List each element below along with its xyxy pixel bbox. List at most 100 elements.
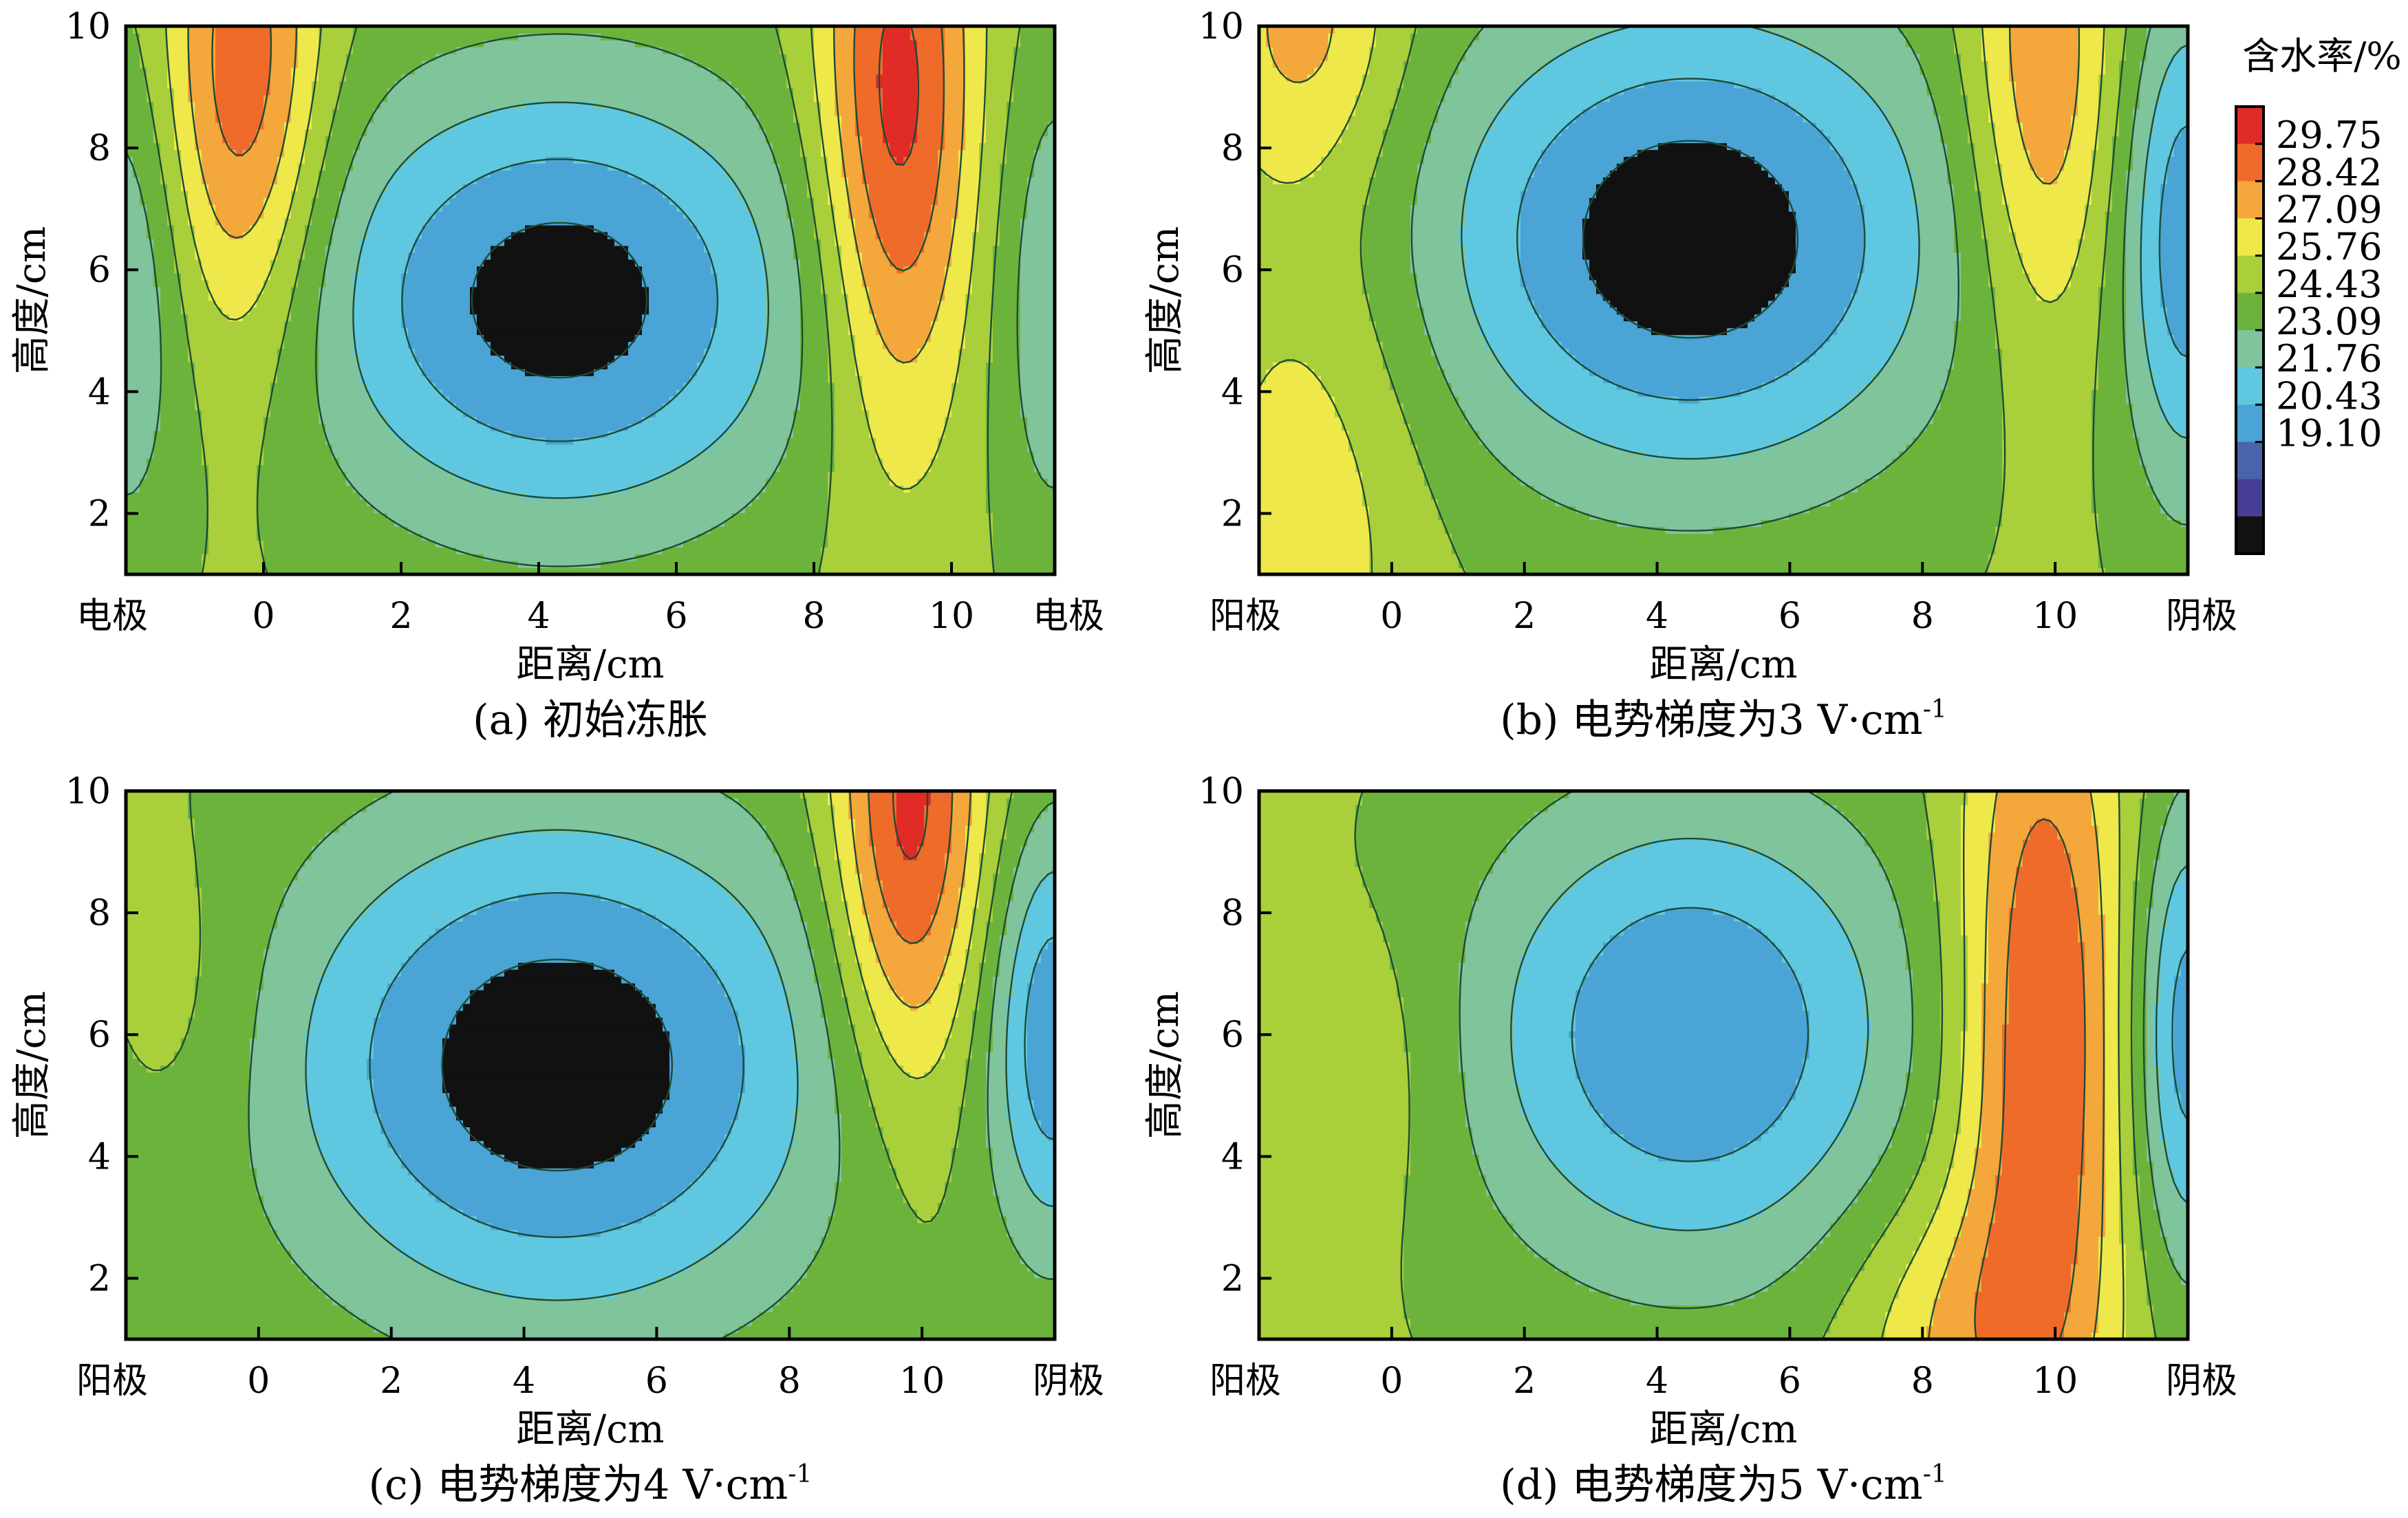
contour-cell (642, 485, 649, 493)
contour-cell (202, 540, 209, 547)
contour-cell (305, 506, 312, 514)
contour-cell (745, 506, 753, 514)
contour-cell (993, 321, 1000, 329)
contour-cell (814, 519, 821, 528)
contour-cell (828, 334, 835, 343)
contour-cell (807, 334, 815, 343)
contour-cell (140, 492, 147, 500)
contour-cell (876, 369, 883, 376)
contour-cell (745, 341, 753, 349)
contour-cell (552, 512, 560, 521)
contour-cell (1013, 395, 1021, 404)
contour-cell (1000, 430, 1007, 438)
contour-cell (429, 423, 436, 431)
contour-cell (759, 409, 766, 418)
contour-cell (952, 423, 959, 431)
contour-cell (257, 561, 264, 568)
contour-cell (800, 376, 808, 383)
contour-cell (1007, 355, 1014, 362)
contour-cell (236, 437, 244, 445)
contour-cell (229, 327, 237, 336)
contour-cell (325, 471, 333, 479)
contour-cell (1027, 478, 1035, 486)
contour-cell (711, 341, 718, 349)
contour-cell (325, 478, 333, 486)
contour-cell (718, 471, 725, 479)
contour-cell (463, 499, 471, 507)
contour-cell (642, 382, 649, 390)
contour-cell (415, 348, 422, 356)
contour-cell (160, 444, 168, 452)
contour-cell (1034, 402, 1042, 411)
contour-cell (525, 485, 533, 493)
contour-cell (215, 389, 223, 397)
contour-cell (291, 423, 299, 431)
contour-cell (876, 321, 883, 329)
contour-cell (972, 554, 980, 561)
contour-cell (621, 369, 629, 376)
contour-cell (738, 423, 746, 431)
contour-cell (374, 389, 381, 397)
contour-cell (766, 464, 773, 473)
contour-cell (883, 512, 890, 521)
contour-cell (539, 416, 546, 424)
contour-cell (766, 409, 773, 418)
contour-cell (697, 321, 705, 329)
contour-cell (601, 547, 608, 554)
contour-cell (277, 526, 285, 534)
contour-cell (160, 519, 168, 528)
contour-cell (883, 334, 890, 343)
contour-cell (504, 499, 512, 507)
contour-cell (360, 437, 367, 445)
contour-cell (910, 499, 918, 507)
contour-cell (222, 376, 230, 383)
contour-cell (394, 362, 402, 369)
contour-cell (477, 444, 484, 452)
contour-cell (484, 519, 491, 528)
contour-cell (910, 567, 918, 574)
contour-cell (222, 519, 230, 528)
contour-cell (436, 512, 443, 521)
contour-cell (663, 430, 670, 438)
contour-cell (181, 492, 189, 500)
contour-cell (1027, 464, 1035, 473)
contour-cell (360, 464, 367, 473)
contour-cell (415, 567, 422, 574)
contour-cell (690, 369, 698, 376)
contour-cell (780, 402, 787, 411)
contour-cell (697, 376, 705, 383)
contour-cell (153, 519, 161, 528)
contour-cell (360, 471, 367, 479)
contour-cell (945, 561, 952, 568)
contour-cell (690, 409, 698, 418)
contour-cell (965, 389, 973, 397)
contour-cell (608, 451, 615, 459)
contour-cell (1034, 321, 1042, 329)
contour-cell (552, 526, 560, 534)
contour-cell (903, 492, 911, 500)
contour-cell (387, 409, 395, 418)
contour-cell (174, 554, 182, 561)
contour-cell (511, 355, 519, 362)
contour-cell (229, 321, 237, 329)
contour-cell (346, 512, 354, 521)
contour-cell (807, 321, 815, 329)
contour-cell (539, 471, 546, 479)
contour-cell (979, 533, 987, 541)
contour-cell (793, 334, 801, 343)
contour-cell (367, 533, 374, 541)
contour-cell (1020, 444, 1028, 452)
contour-cell (319, 369, 326, 376)
contour-cell (504, 355, 512, 362)
contour-cell (215, 554, 223, 561)
contour-cell (518, 348, 526, 356)
contour-cell (704, 409, 711, 418)
contour-cell (429, 321, 436, 329)
contour-cell (401, 533, 409, 541)
contour-cell (470, 389, 477, 397)
contour-cell (243, 492, 250, 500)
contour-cell (786, 348, 794, 356)
contour-cell (539, 499, 546, 507)
contour-cell (415, 402, 422, 411)
contour-cell (972, 416, 980, 424)
